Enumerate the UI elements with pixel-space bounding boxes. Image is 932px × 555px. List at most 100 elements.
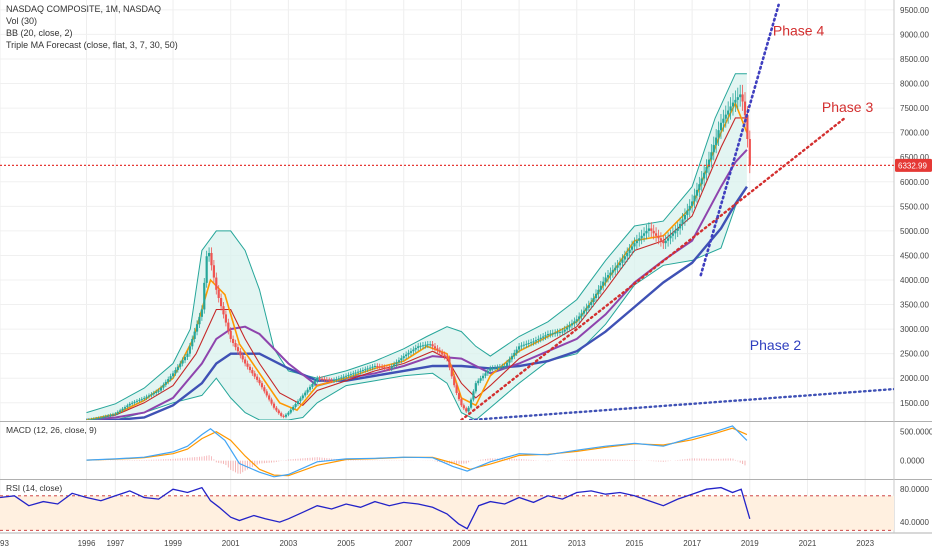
- candle-body: [421, 345, 425, 347]
- candle-body: [280, 413, 283, 416]
- candle-body: [229, 330, 232, 339]
- candle-body: [284, 414, 288, 417]
- candle-body: [292, 406, 295, 410]
- candle-body: [135, 400, 139, 402]
- candle-body: [359, 370, 362, 372]
- candle-body: [159, 387, 163, 391]
- candle-body: [388, 368, 391, 370]
- candle-body: [554, 332, 557, 334]
- candle-body: [203, 282, 206, 310]
- candle-body: [383, 367, 386, 369]
- main-pane: [86, 3, 894, 420]
- candle-body: [703, 172, 706, 179]
- phase-label-1: Phase 4: [773, 22, 825, 38]
- candle-body: [638, 238, 641, 241]
- candle-body: [323, 379, 326, 381]
- candle-body: [87, 419, 91, 420]
- candle-body: [657, 235, 660, 239]
- candle-body: [417, 346, 420, 348]
- candle-body: [412, 349, 415, 352]
- candle-body: [157, 390, 160, 392]
- candle-body: [191, 338, 194, 347]
- candle-body: [356, 371, 360, 373]
- candle-body: [393, 364, 396, 367]
- chart-title[interactable]: NASDAQ COMPOSITE, 1M, NASDAQ: [6, 4, 162, 14]
- price-tick-label: 8000.00: [900, 80, 929, 89]
- candle-body: [224, 314, 228, 323]
- candle-body: [549, 333, 552, 335]
- candle-body: [693, 195, 696, 202]
- candle-body: [95, 418, 98, 420]
- candle-body: [731, 102, 735, 107]
- candle-body: [669, 235, 672, 239]
- price-tick-label: 2000.00: [900, 374, 929, 383]
- indicator-tma[interactable]: Triple MA Forecast (close, flat, 3, 7, 3…: [6, 40, 178, 50]
- candle-body: [707, 159, 711, 168]
- candle-body: [378, 366, 381, 368]
- candle-body: [438, 350, 441, 353]
- candle-body: [244, 359, 247, 364]
- candle-body: [741, 94, 744, 102]
- candle-body: [174, 370, 177, 374]
- candle-body: [395, 362, 398, 365]
- candle-body: [102, 416, 105, 418]
- candle-body: [133, 401, 136, 403]
- rsi-tick-label: 80.0000: [900, 485, 929, 494]
- candle-body: [510, 356, 513, 360]
- candle-body: [727, 110, 730, 115]
- time-tick-label: 2007: [395, 539, 413, 548]
- candle-body: [318, 378, 321, 380]
- candle-body: [409, 351, 413, 353]
- indicator-vol[interactable]: Vol (30): [6, 16, 38, 26]
- price-badge-label: 6332.99: [898, 161, 927, 170]
- candle-body: [443, 354, 446, 357]
- candle-body: [626, 252, 629, 257]
- candle-body: [686, 210, 689, 215]
- candle-body: [234, 343, 237, 348]
- candle-body: [539, 337, 542, 339]
- candle-body: [563, 329, 566, 332]
- candle-body: [705, 167, 708, 173]
- candle-body: [400, 358, 403, 361]
- price-tick-label: 7000.00: [900, 129, 929, 138]
- candle-body: [582, 310, 586, 314]
- candle-body: [450, 367, 453, 377]
- candle-body: [647, 228, 650, 231]
- indicator-bb[interactable]: BB (20, close, 2): [6, 28, 73, 38]
- candle-body: [104, 416, 107, 418]
- candle-body: [328, 379, 331, 381]
- candle-body: [131, 402, 134, 404]
- candle-body: [188, 346, 191, 354]
- candle-body: [162, 384, 165, 388]
- candle-body: [621, 259, 624, 263]
- candle-body: [126, 405, 129, 408]
- candle-body: [361, 370, 364, 372]
- candle-body: [121, 408, 124, 411]
- candle-body: [520, 345, 523, 347]
- candle-body: [628, 249, 631, 253]
- candle-body: [734, 99, 737, 103]
- candle-body: [585, 307, 588, 311]
- candle-body: [515, 349, 518, 353]
- candle-body: [246, 363, 249, 367]
- candle-body: [630, 246, 634, 250]
- candle-body: [368, 367, 372, 369]
- candle-body: [179, 363, 182, 367]
- candle-body: [140, 398, 143, 400]
- candle-body: [486, 370, 489, 374]
- time-tick-label: 2003: [279, 539, 297, 548]
- ma7-line: [86, 117, 747, 420]
- candle-body: [580, 313, 583, 317]
- macd-title: MACD (12, 26, close, 9): [6, 425, 97, 435]
- price-tick-label: 5000.00: [900, 227, 929, 236]
- candle-body: [419, 345, 422, 347]
- macd-tick-label: 0.0000: [900, 457, 925, 466]
- time-tick-label: 2011: [510, 539, 528, 548]
- candle-body: [445, 356, 449, 359]
- candle-body: [332, 379, 336, 381]
- candle-body: [477, 380, 480, 384]
- candle-body: [664, 240, 667, 244]
- candle-body: [193, 331, 196, 339]
- candle-body: [465, 408, 468, 412]
